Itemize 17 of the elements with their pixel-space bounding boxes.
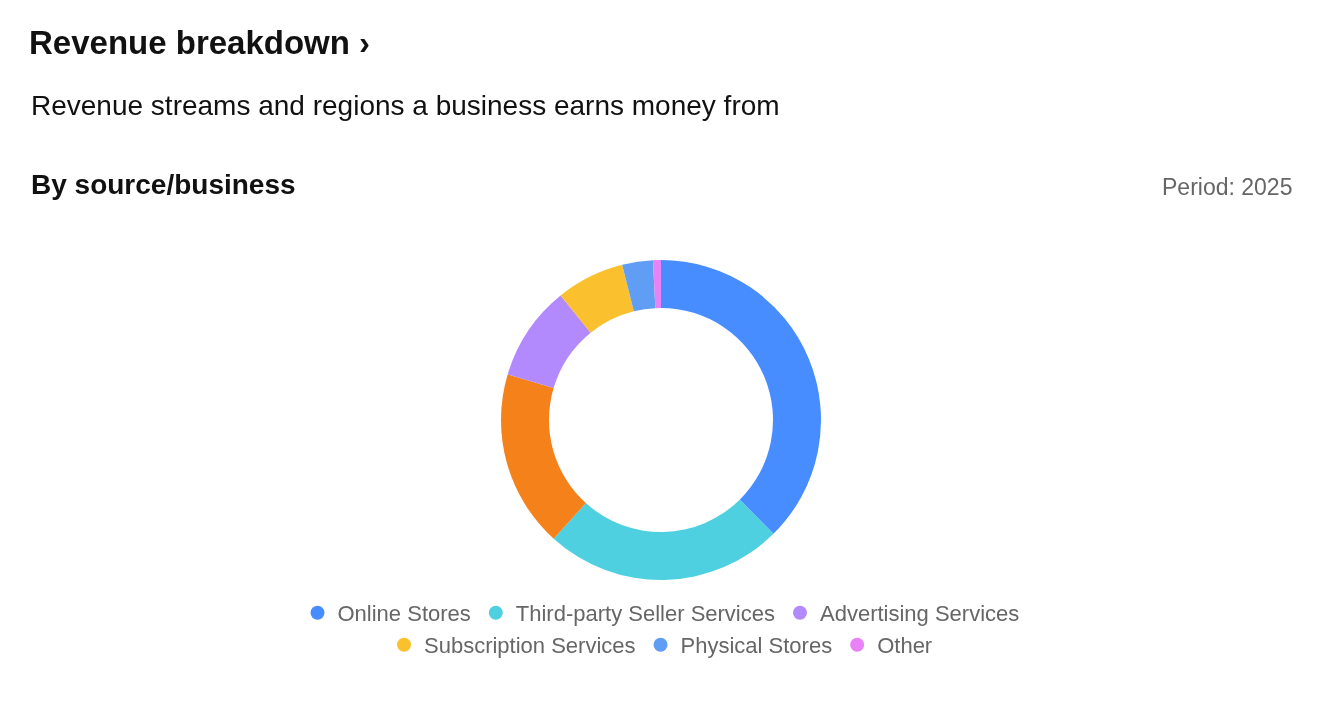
donut-slice [507,295,591,389]
legend-label: Other [877,633,933,659]
donut-slice [622,260,656,312]
legend-label: Third-party Seller Services [515,601,775,627]
text: Period: 2025 [1162,174,1293,200]
donut-slice [652,260,661,309]
legend-label: Online Stores [337,601,471,627]
donut-slice [560,264,634,333]
text: By source/business [31,169,296,200]
legend-label: Advertising Services [819,601,1020,627]
donut-slice [661,260,821,534]
donut-slice [501,374,586,539]
chart-subtitle: Revenue streams and regions a business earns money from [31,90,780,121]
legend-label: Physical Stores [680,633,833,659]
chart-title: Revenue breakdown › [29,23,371,61]
legend-label: Subscription Services [424,633,636,659]
donut-slice [553,499,774,580]
